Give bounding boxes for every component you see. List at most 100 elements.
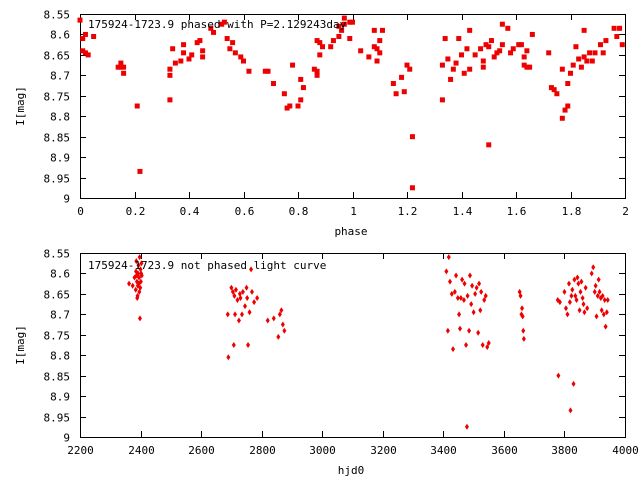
phased-y-tick-label: 8.6 — [50, 29, 70, 42]
data-point — [566, 280, 571, 287]
raw-x-tick-label: 3200 — [370, 444, 397, 457]
data-point — [459, 52, 464, 58]
data-point — [600, 50, 606, 56]
raw-y-tick-label: 9 — [63, 432, 70, 445]
data-point — [137, 315, 142, 322]
data-point — [499, 42, 505, 48]
data-point — [138, 284, 143, 291]
data-point — [280, 321, 285, 328]
data-point — [597, 42, 603, 48]
data-point — [473, 290, 478, 297]
data-point — [478, 46, 484, 52]
data-point — [557, 299, 562, 306]
data-point — [551, 87, 557, 93]
raw-y-tick-labels: 8.55 8.6 8.65 8.7 8.75 8.8 8.85 8.9 8.95 9 — [44, 248, 71, 445]
data-point — [574, 297, 579, 304]
data-point — [167, 72, 173, 78]
phased-x-axis-label: phase — [334, 225, 367, 238]
data-point — [232, 292, 237, 299]
data-point — [244, 284, 249, 291]
data-point — [465, 292, 470, 299]
data-point — [521, 62, 527, 68]
data-point — [366, 54, 372, 60]
data-point — [521, 327, 526, 334]
raw-y-tick-label: 8.9 — [50, 391, 70, 404]
data-point — [136, 262, 141, 269]
data-point — [197, 38, 203, 44]
data-point — [246, 342, 251, 348]
data-point — [200, 54, 206, 60]
data-point — [447, 278, 452, 285]
data-point — [520, 313, 525, 320]
data-point — [219, 21, 225, 27]
data-point — [200, 48, 206, 54]
data-point — [467, 272, 472, 279]
data-point — [186, 56, 192, 62]
phased-x-tick-label: 0.2 — [126, 205, 146, 218]
data-point — [281, 91, 287, 97]
data-point — [486, 339, 491, 346]
data-point — [317, 52, 323, 58]
phased-y-tick-label: 8.8 — [50, 111, 70, 124]
data-point — [226, 354, 231, 361]
data-point — [115, 64, 121, 70]
phased-x-tick-label: 1.2 — [398, 205, 418, 218]
phased-data-points — [77, 15, 625, 191]
data-point — [181, 42, 187, 48]
data-point — [298, 76, 304, 82]
data-point — [277, 311, 282, 318]
data-point — [238, 294, 243, 301]
data-point — [233, 311, 238, 318]
raw-light-curve-chart: 8.55 8.6 8.65 8.7 8.75 8.8 8.85 8.9 8.95 9 2200 24… — [14, 248, 639, 478]
data-point — [287, 103, 293, 109]
data-point — [461, 70, 467, 76]
data-point — [488, 38, 494, 44]
data-point — [587, 50, 593, 56]
data-point — [582, 309, 587, 316]
phased-y-tick-label: 8.55 — [44, 9, 71, 22]
raw-x-axis-label: hjd0 — [338, 464, 365, 477]
data-point — [477, 280, 482, 287]
data-point — [137, 254, 142, 261]
data-point — [284, 105, 290, 111]
data-point — [246, 68, 252, 74]
data-point — [444, 268, 449, 275]
data-point — [562, 288, 567, 295]
phased-x-tick-label: 1.6 — [507, 205, 527, 218]
data-point — [491, 54, 497, 60]
data-point — [249, 266, 254, 273]
data-point — [508, 50, 514, 56]
data-point — [599, 307, 604, 314]
data-point — [597, 288, 602, 295]
data-point — [138, 266, 143, 273]
data-point — [578, 288, 583, 295]
data-point — [567, 299, 572, 306]
data-point — [252, 299, 257, 306]
data-point — [139, 272, 144, 279]
data-point — [568, 70, 573, 76]
data-point — [485, 344, 490, 351]
phased-axis-ticks — [80, 14, 626, 199]
data-point — [568, 407, 573, 414]
data-point — [467, 27, 473, 33]
data-point — [225, 311, 230, 318]
data-point — [243, 303, 248, 310]
raw-chart-title: 175924-1723.9 not phased light curve — [88, 259, 326, 272]
phased-chart-title: 175924-1723.9 phased with P=2.129243day — [88, 18, 347, 31]
data-point — [556, 372, 561, 379]
data-point — [227, 46, 233, 52]
raw-y-tick-label: 8.6 — [50, 268, 70, 281]
data-point — [401, 89, 407, 95]
data-point — [581, 27, 587, 33]
data-point — [230, 288, 235, 295]
raw-x-tick-label: 3000 — [309, 444, 336, 457]
data-point — [178, 58, 184, 64]
data-point — [510, 46, 516, 52]
data-point — [596, 276, 601, 283]
data-point — [474, 284, 479, 291]
data-point — [262, 68, 268, 74]
data-point — [371, 27, 377, 33]
data-point — [464, 423, 469, 430]
data-point — [404, 62, 410, 68]
data-point — [229, 284, 234, 291]
